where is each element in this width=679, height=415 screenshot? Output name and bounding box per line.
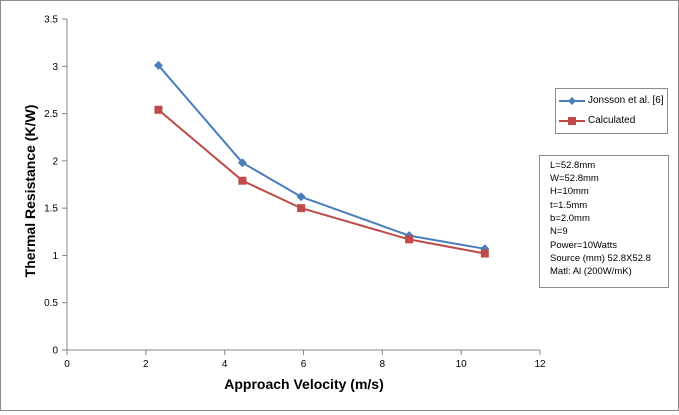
legend-swatch-calculated-icon [559, 117, 585, 125]
param-length: L=52.8mm [550, 160, 596, 171]
legend: Jonsson et al. [6] Calculated [555, 88, 668, 134]
param-power: Power=10Watts [550, 240, 617, 251]
x-tick-label: 6 [301, 359, 307, 370]
y-tick-label: 0 [52, 346, 58, 357]
x-tick-label: 8 [380, 359, 386, 370]
legend-item-jonsson: Jonsson et al. [6] [556, 93, 667, 109]
y-tick-label: 3.5 [44, 15, 58, 26]
data-point-1 [480, 249, 489, 258]
tick-labels: 0 0.5 1 1.5 2 2.5 3 3.5 0 2 4 6 8 10 12 [44, 15, 546, 371]
parameters-box: L=52.8mm W=52.8mm H=10mm t=1.5mm b=2.0mm… [539, 155, 669, 288]
param-thickness: t=1.5mm [550, 200, 588, 211]
y-tick-label: 0.5 [44, 298, 58, 309]
data-point-0 [296, 192, 306, 202]
axes [62, 18, 541, 355]
x-axis-label: Approach Velocity (m/s) [224, 376, 383, 392]
y-tick-label: 2.5 [44, 109, 58, 120]
x-tick-label: 0 [64, 359, 70, 370]
x-tick-label: 4 [222, 359, 228, 370]
x-tick-label: 2 [143, 359, 149, 370]
param-height: H=10mm [550, 186, 589, 197]
data-point-1 [297, 204, 306, 213]
x-tick-label: 10 [456, 359, 468, 370]
y-tick-label: 1 [52, 251, 58, 262]
series-layer [153, 60, 490, 258]
param-material: Matl: Al (200W/mK) [550, 266, 632, 277]
y-tick-label: 3 [52, 62, 58, 73]
legend-item-calculated: Calculated [556, 113, 667, 129]
param-width: W=52.8mm [550, 173, 599, 184]
series-line-0 [157, 64, 485, 250]
param-source: Source (mm) 52.8X52.8 [550, 253, 651, 264]
legend-label-jonsson: Jonsson et al. [6] [588, 95, 664, 106]
y-axis-label: Thermal Resistance (K/W) [22, 105, 38, 278]
x-tick-label: 12 [534, 359, 546, 370]
legend-label-calculated: Calculated [588, 115, 636, 126]
param-base: b=2.0mm [550, 213, 590, 224]
data-point-1 [154, 105, 163, 114]
data-point-1 [238, 176, 247, 185]
data-point-0 [237, 158, 247, 168]
param-fin-count: N=9 [550, 226, 568, 237]
data-point-1 [405, 235, 414, 244]
y-tick-label: 1.5 [44, 204, 58, 215]
data-point-0 [153, 60, 163, 70]
series-line-1 [157, 109, 485, 255]
y-tick-label: 2 [52, 156, 58, 167]
legend-swatch-jonsson-icon [559, 97, 585, 105]
